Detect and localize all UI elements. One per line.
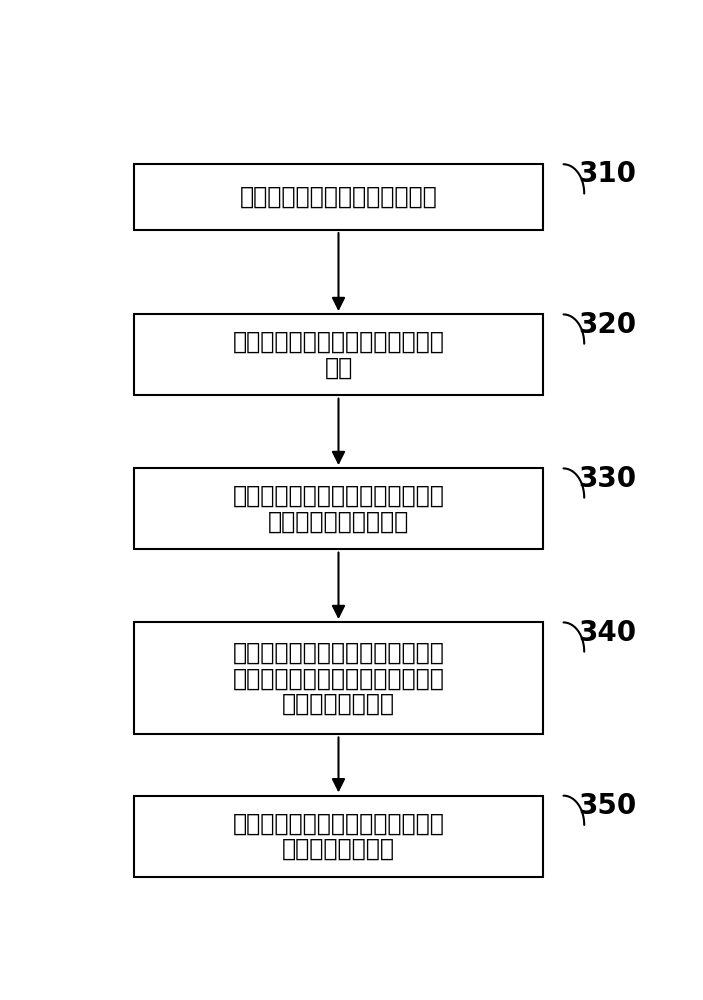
Text: 320: 320 — [578, 311, 636, 339]
FancyBboxPatch shape — [134, 468, 543, 549]
Text: 路允许输送的最大负荷，确定联络: 路允许输送的最大负荷，确定联络 — [233, 666, 444, 690]
Text: 线路的转供电能力: 线路的转供电能力 — [282, 692, 395, 716]
Text: 310: 310 — [578, 160, 636, 188]
Text: 330: 330 — [578, 465, 636, 493]
Text: 确定线路段的最大负荷以及联络线: 确定线路段的最大负荷以及联络线 — [233, 484, 444, 508]
FancyBboxPatch shape — [134, 164, 543, 230]
Text: 根据联络线路的转供电能力，确定: 根据联络线路的转供电能力，确定 — [233, 811, 444, 835]
Text: 根据线路段的最大负荷以及联络线: 根据线路段的最大负荷以及联络线 — [233, 641, 444, 665]
FancyBboxPatch shape — [134, 796, 543, 877]
FancyBboxPatch shape — [134, 314, 543, 395]
Text: 获取配网系统的中压线路单线图: 获取配网系统的中压线路单线图 — [240, 185, 437, 209]
Text: 路允许输送的最大负荷: 路允许输送的最大负荷 — [268, 510, 409, 534]
Text: 350: 350 — [578, 792, 636, 820]
Text: 分析中压线路单线图中线路的联络: 分析中压线路单线图中线路的联络 — [233, 330, 444, 354]
FancyBboxPatch shape — [134, 622, 543, 734]
Text: 线路: 线路 — [324, 356, 353, 380]
Text: 340: 340 — [578, 619, 636, 647]
Text: 线路的可转供电率: 线路的可转供电率 — [282, 837, 395, 861]
